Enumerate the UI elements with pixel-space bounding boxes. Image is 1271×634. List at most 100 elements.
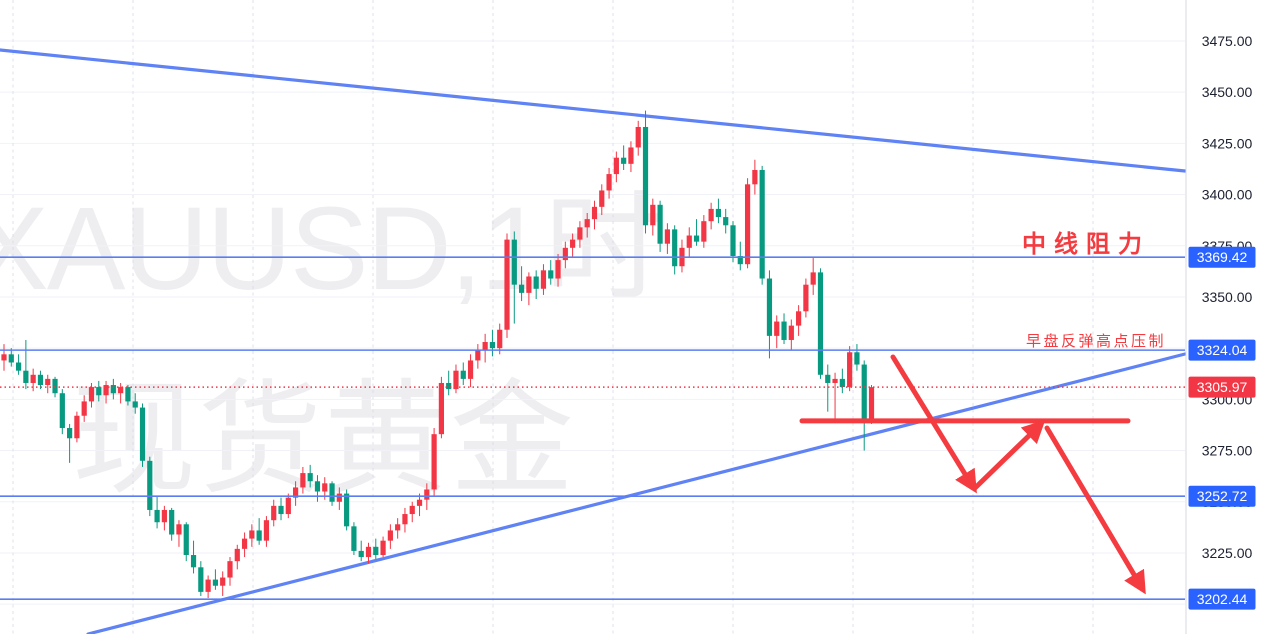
candle [657, 200, 663, 252]
candle [1, 344, 7, 371]
candle [198, 561, 204, 596]
candle [81, 395, 87, 422]
candle [30, 368, 36, 392]
trendline-upper-descending [0, 48, 1187, 173]
candle [621, 145, 627, 170]
price-axis-panel[interactable]: 3475.003450.003425.003400.003375.003350.… [1185, 0, 1271, 634]
candle [154, 495, 160, 529]
candle [861, 360, 867, 451]
axis-tick-label: 3350.00 [1202, 289, 1253, 305]
candle [744, 178, 751, 269]
candle [518, 266, 525, 302]
candle [37, 370, 44, 390]
price-badge: 3252.72 [1188, 485, 1256, 507]
candle [176, 520, 182, 547]
candle [679, 239, 685, 273]
candle [212, 569, 219, 590]
candle [190, 540, 197, 574]
candle [584, 212, 590, 238]
candle [453, 364, 459, 394]
trendlines[interactable] [0, 48, 1187, 634]
candle [241, 532, 248, 558]
candle [613, 151, 619, 183]
candle [460, 362, 466, 386]
candle [868, 385, 875, 424]
candle [796, 305, 802, 336]
price-badge: 3305.97 [1188, 376, 1256, 398]
candle [526, 272, 532, 306]
axis-tick-label: 3425.00 [1202, 135, 1253, 151]
candle [271, 499, 277, 527]
vertical-gridlines [12, 0, 1094, 634]
candle [293, 481, 299, 506]
candle [562, 241, 568, 269]
candle [227, 557, 233, 586]
axis-tick-label: 3450.00 [1202, 84, 1253, 100]
candle [329, 481, 335, 506]
horizontal-gridlines [0, 40, 1185, 605]
forecast-arrow-down [1044, 425, 1146, 595]
candle [628, 141, 634, 173]
candle [511, 231, 517, 324]
red-annotation-drawings[interactable] [799, 354, 1146, 595]
candle [110, 378, 116, 400]
candle [759, 165, 765, 285]
candle [132, 393, 138, 414]
candle [67, 423, 73, 463]
candle [380, 536, 386, 558]
candle [489, 329, 496, 357]
candle [249, 524, 255, 547]
candle [147, 456, 153, 517]
candle [650, 198, 656, 236]
candle [416, 493, 423, 517]
candle [446, 370, 452, 396]
candle [358, 540, 364, 562]
forecast-arrow-up [972, 419, 1046, 491]
price-level-lines[interactable] [0, 256, 1185, 600]
candle [118, 382, 124, 404]
candle [708, 202, 714, 230]
candle [723, 208, 729, 234]
candle [642, 110, 649, 234]
candle [825, 364, 831, 412]
candle [8, 348, 14, 367]
candle [686, 227, 692, 259]
candle [125, 385, 131, 406]
candle [431, 428, 437, 496]
candle [832, 372, 838, 422]
candle [555, 253, 561, 287]
candle [635, 120, 641, 156]
candle [781, 313, 787, 345]
candle [730, 221, 736, 263]
candle [810, 258, 816, 295]
axis-tick-label: 3475.00 [1202, 33, 1253, 49]
candle [220, 571, 226, 596]
candle [45, 374, 51, 394]
candle [183, 522, 189, 562]
candle [774, 315, 780, 349]
candle [161, 505, 167, 531]
candle [570, 233, 576, 259]
candle [504, 233, 510, 338]
price-badge: 3324.04 [1188, 339, 1256, 361]
candle [234, 544, 240, 570]
candle [373, 538, 379, 560]
candle [15, 354, 22, 375]
candle [854, 344, 860, 371]
candle [59, 389, 65, 435]
candle [591, 200, 598, 230]
candle [256, 518, 262, 545]
candle [475, 344, 481, 369]
candle [693, 219, 700, 246]
candle [715, 198, 722, 224]
candle [263, 516, 270, 547]
candle [336, 487, 342, 510]
candle [803, 278, 809, 318]
candle [577, 221, 583, 248]
candle [307, 464, 313, 488]
candle [533, 270, 539, 300]
candle [409, 501, 415, 523]
candle [300, 466, 306, 494]
candle [205, 575, 211, 599]
